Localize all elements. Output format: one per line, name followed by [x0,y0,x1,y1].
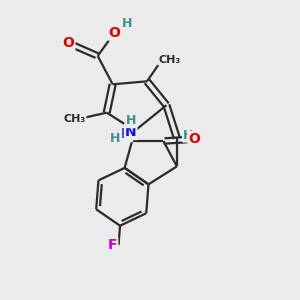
Text: H: H [122,17,132,30]
Text: O: O [189,132,200,146]
Text: CH₃: CH₃ [63,114,86,124]
Text: O: O [62,36,74,50]
Text: N: N [120,127,132,141]
Text: H: H [183,129,194,142]
Text: H: H [125,114,136,127]
Text: F: F [108,238,117,252]
Text: CH₃: CH₃ [158,55,181,64]
Text: H: H [110,133,120,146]
Text: N: N [125,125,136,139]
Text: O: O [108,26,120,40]
